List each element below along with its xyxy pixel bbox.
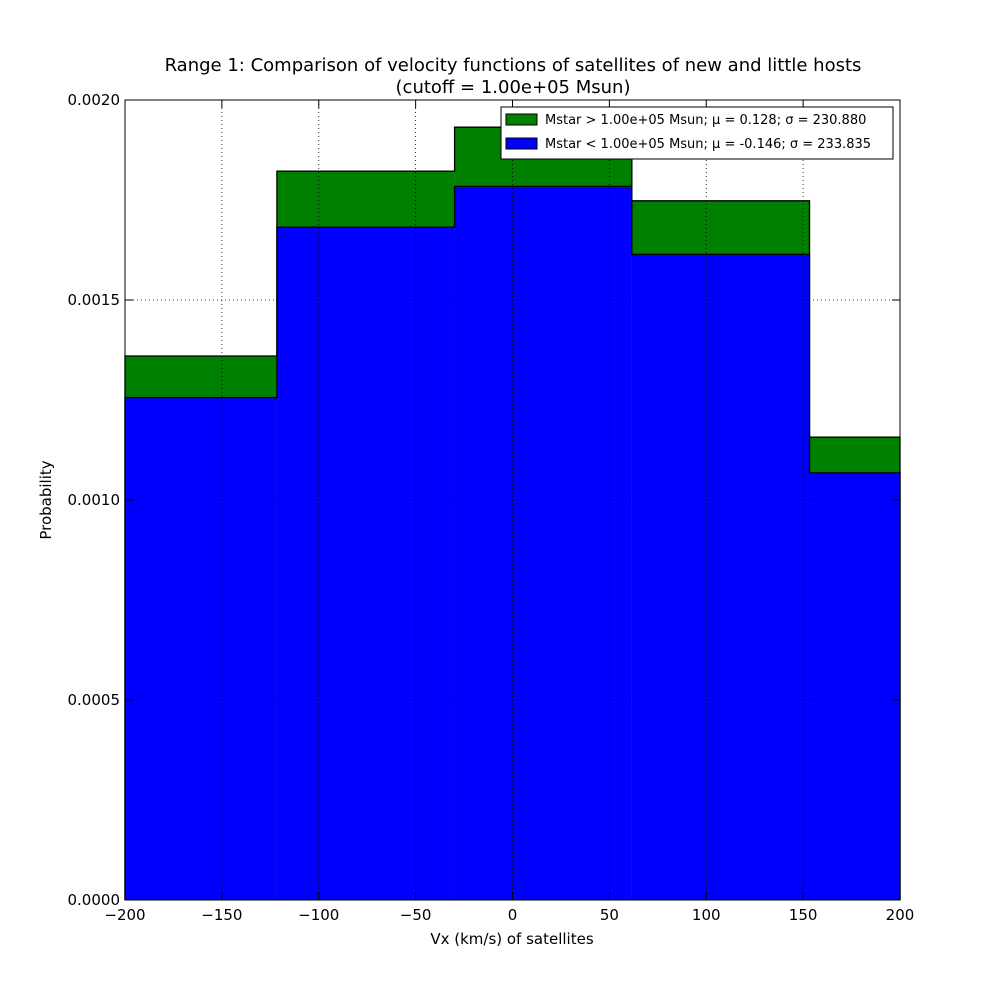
legend-swatch-green: [505, 113, 538, 126]
y-tick-label: 0.0005: [68, 691, 121, 709]
y-tick-label: 0.0000: [68, 891, 121, 909]
x-tick-label: 0: [508, 906, 518, 924]
chart-title-line2: (cutoff = 1.00e+05 Msun): [396, 77, 631, 98]
y-tick-label: 0.0010: [68, 491, 121, 509]
y-tick-label: 0.0015: [68, 291, 121, 309]
bar-series1-bin0: [125, 397, 277, 900]
y-axis-label: Probability: [37, 460, 55, 539]
x-tick-label: 150: [789, 906, 818, 924]
bar-outline-series1: [124, 185, 901, 900]
bar-series1-bin4: [809, 472, 900, 900]
chart-title-line1: Range 1: Comparison of velocity function…: [165, 55, 862, 76]
legend-entry-green: Mstar > 1.00e+05 Msun; μ = 0.128; σ = 23…: [545, 113, 866, 128]
legend-box: [500, 106, 894, 160]
legend-swatch-blue: [505, 137, 538, 150]
x-tick-label: −150: [201, 906, 242, 924]
ticks-layer: −200 −150 −100 −50 0 50 100 150 200 0.0000 0.0005 0…: [68, 91, 915, 924]
x-tick-label: −200: [104, 906, 145, 924]
x-tick-label: 50: [600, 906, 619, 924]
x-tick-label: 200: [886, 906, 915, 924]
legend: Mstar > 1.00e+05 Msun; μ = 0.128; σ = 23…: [500, 106, 894, 160]
x-tick-label: −50: [400, 906, 432, 924]
bar-series1-bin2: [454, 186, 632, 900]
x-tick-label: 100: [692, 906, 721, 924]
x-axis-label: Vx (km/s) of satellites: [430, 930, 594, 948]
bar-series1-bin1: [276, 227, 455, 900]
legend-entry-blue: Mstar < 1.00e+05 Msun; μ = -0.146; σ = 2…: [545, 137, 871, 152]
y-tick-label: 0.0020: [68, 91, 121, 109]
bar-series1-bin3: [631, 254, 810, 900]
bars-layer: [124, 126, 901, 901]
x-tick-label: −100: [298, 906, 339, 924]
